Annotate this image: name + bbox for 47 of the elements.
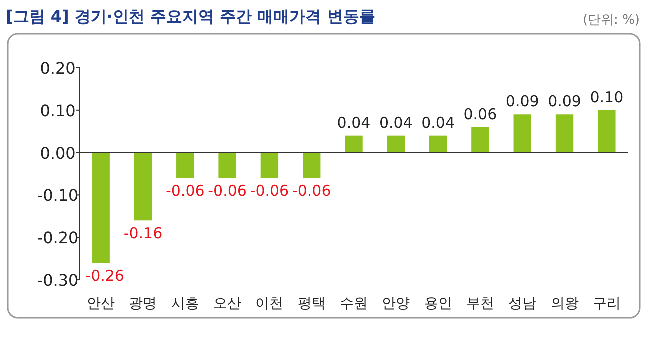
bar xyxy=(556,114,574,153)
data-label: 0.09 xyxy=(548,92,582,111)
x-tick-label: 안양 xyxy=(382,296,410,312)
text: (단위: %) xyxy=(582,13,640,28)
data-label: 0.06 xyxy=(464,105,498,124)
x-tick-label: 평택 xyxy=(298,296,326,312)
data-label: -0.26 xyxy=(86,267,124,286)
bar xyxy=(92,152,110,264)
x-tick-label: 시흥 xyxy=(171,296,200,312)
bar xyxy=(345,136,363,153)
bar xyxy=(302,152,321,178)
data-label: 0.09 xyxy=(506,92,540,111)
y-tick-label: -0.10 xyxy=(37,186,79,206)
x-tick-label: 이천 xyxy=(256,296,284,312)
data-label: -0.06 xyxy=(292,182,332,200)
x-tick-label: 오산 xyxy=(214,296,242,312)
bar xyxy=(514,114,532,153)
bar xyxy=(387,136,406,153)
x-tick-label: 수원 xyxy=(340,296,368,312)
data-label: -0.16 xyxy=(124,224,163,243)
y-tick-label: 0.10 xyxy=(40,101,76,120)
x-tick-label: 안산 xyxy=(87,296,116,312)
data-label: -0.06 xyxy=(166,182,205,200)
chart-title: [그림 4] 경기·인천 주요지역 주간 매매가격 변동률 xyxy=(6,7,376,26)
data-label: 0.04 xyxy=(379,114,413,132)
bar xyxy=(134,152,152,221)
data-label: 0.10 xyxy=(590,88,624,106)
x-tick-label: 광명 xyxy=(129,296,158,312)
data-label: -0.06 xyxy=(250,182,290,200)
y-tick-label: -0.30 xyxy=(37,271,79,290)
x-tick-label: 성남 xyxy=(508,296,537,312)
bar xyxy=(260,152,279,178)
bar xyxy=(218,152,236,178)
bar xyxy=(598,110,616,153)
bar xyxy=(429,136,448,153)
data-label: 0.04 xyxy=(422,114,456,132)
data-label: 0.04 xyxy=(337,114,371,132)
x-tick-label: 의왕 xyxy=(550,296,579,312)
x-tick-label: 구리 xyxy=(592,296,621,312)
y-tick-label: 0.20 xyxy=(40,59,76,78)
y-tick-label: -0.20 xyxy=(37,228,79,248)
x-tick-label: 용인 xyxy=(424,296,452,312)
y-tick-label: 0.00 xyxy=(40,144,76,163)
bar xyxy=(176,152,194,178)
x-tick-label: 부천 xyxy=(466,296,494,312)
bar xyxy=(472,127,490,153)
data-label: -0.06 xyxy=(208,182,247,200)
